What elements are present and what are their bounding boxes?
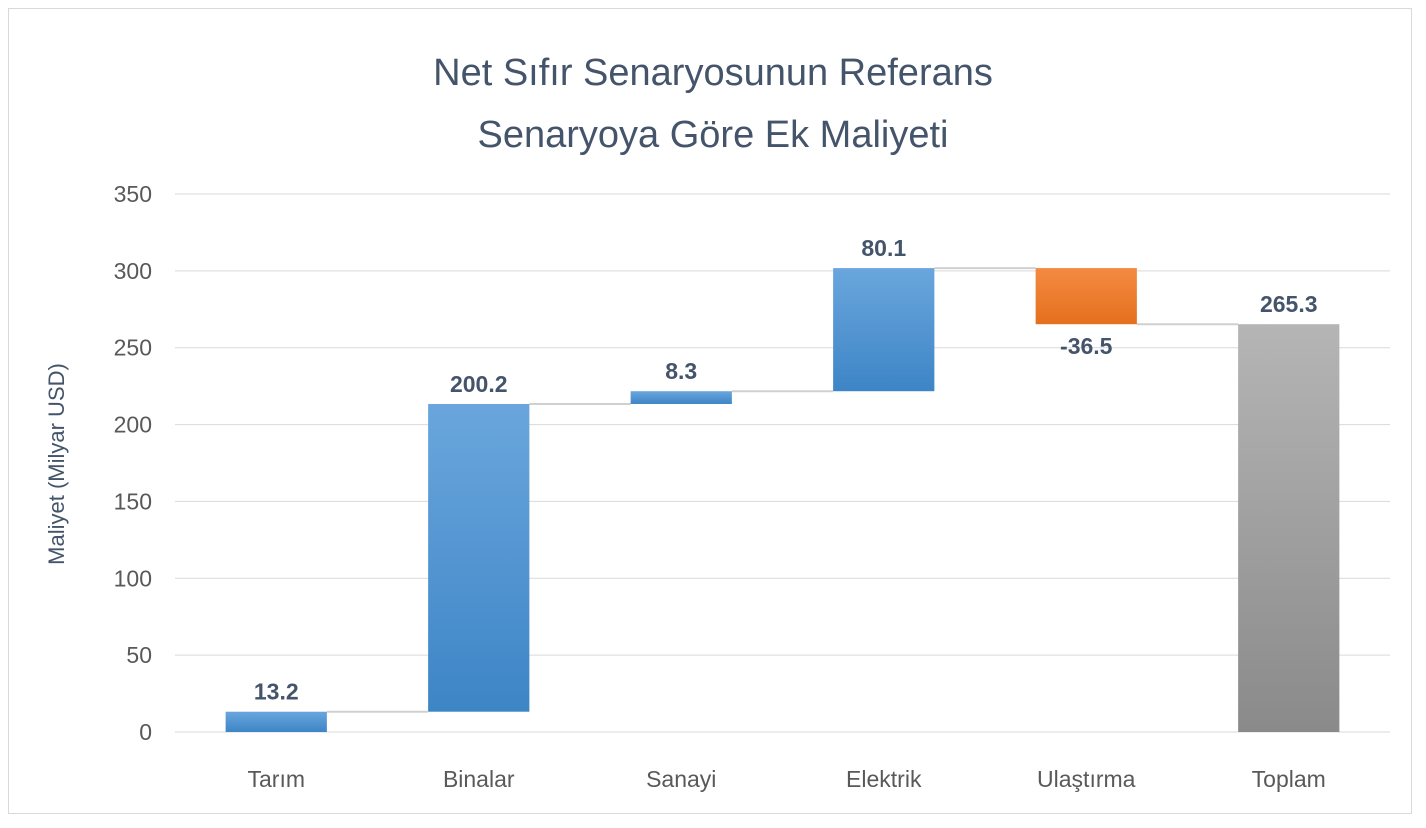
data-label: -36.5 (1060, 333, 1113, 359)
chart-title-line-1: Net Sıfır Senaryosunun Referans (433, 52, 993, 94)
x-tick-label: Ulaştırma (1037, 766, 1136, 792)
bar-increase (428, 403, 530, 712)
connector-lines (326, 267, 1239, 713)
chart-title-line-2: Senaryoya Göre Ek Maliyeti (477, 114, 949, 156)
y-tick-label: 100 (114, 565, 152, 591)
x-tick-label: Tarım (248, 766, 306, 792)
x-tick-label: Binalar (443, 766, 515, 792)
x-tick-label: Sanayi (646, 766, 716, 792)
chart-title: Net Sıfır Senaryosunun Referans Senaryoy… (0, 42, 1426, 166)
data-label: 265.3 (1260, 291, 1318, 317)
y-tick-label: 200 (114, 412, 152, 438)
y-tick-label: 250 (114, 335, 152, 361)
y-axis-title: Maliyet (Milyar USD) (44, 363, 69, 565)
y-tick-label: 50 (126, 642, 152, 668)
bar-increase (630, 391, 732, 404)
y-tick-label: 0 (139, 719, 152, 745)
data-label: 13.2 (254, 679, 299, 705)
data-label: 80.1 (861, 235, 906, 261)
gridlines (175, 193, 1390, 733)
bar-increase (225, 711, 327, 732)
data-label: 200.2 (450, 371, 508, 397)
data-labels: 13.2 200.2 8.3 80.1 -36.5 265.3 (254, 235, 1318, 705)
bar-increase (833, 268, 935, 392)
bars (225, 268, 1340, 732)
x-tick-label: Toplam (1252, 766, 1326, 792)
x-axis-ticks: Tarım Binalar Sanayi Elektrik Ulaştırma Topla… (248, 766, 1326, 792)
data-label: 8.3 (665, 358, 697, 384)
bar-total (1238, 324, 1340, 732)
y-axis-ticks: 0 50 100 150 200 250 300 350 (114, 181, 152, 745)
y-tick-label: 150 (114, 488, 152, 514)
x-tick-label: Elektrik (846, 766, 922, 792)
y-tick-label: 350 (114, 181, 152, 207)
y-tick-label: 300 (114, 258, 152, 284)
bar-decrease (1035, 268, 1137, 325)
chart-frame (8, 8, 1412, 814)
